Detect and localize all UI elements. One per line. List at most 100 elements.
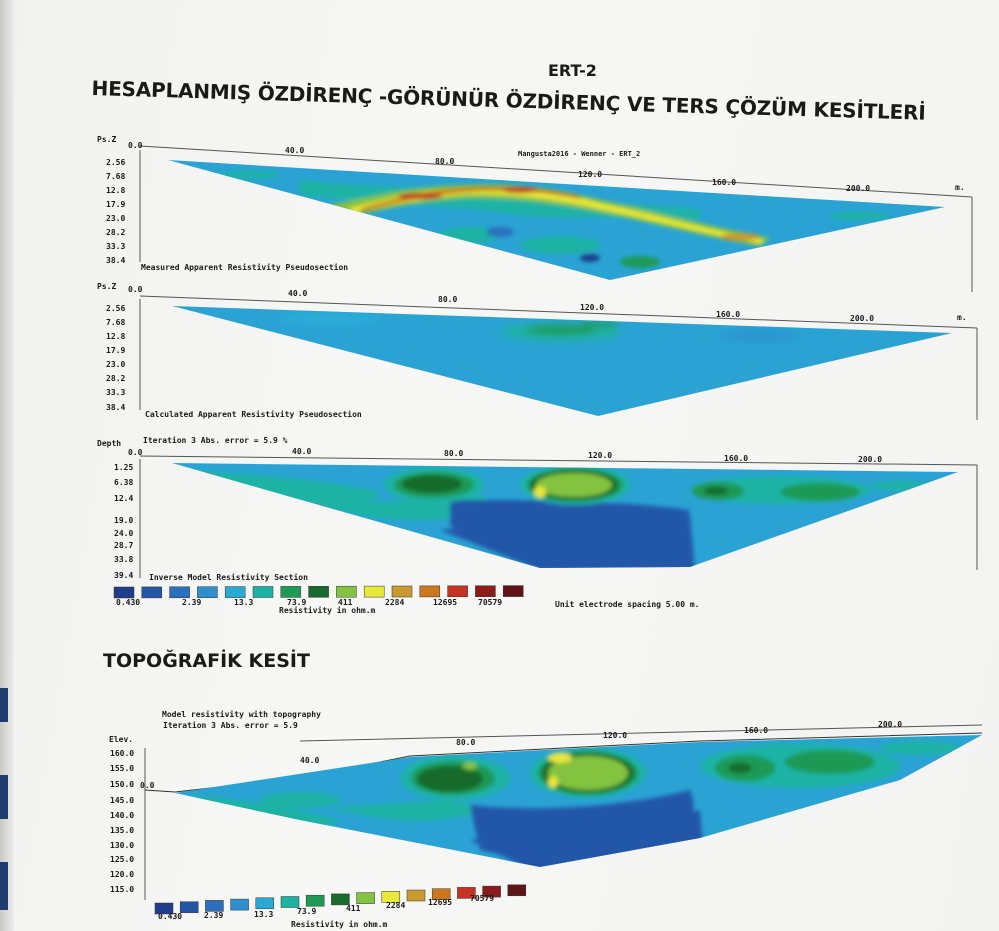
depth-tick-label: 23.0	[106, 360, 125, 369]
color-scale-swatch	[141, 586, 163, 599]
scale-value: 13.3	[254, 910, 273, 919]
elevation-tick-label: 130.0	[110, 841, 134, 850]
scale-value: 13.3	[234, 598, 253, 607]
depth-ticks: 2.56 7.68 12.8 17.9 23.0 28.2 33.3 38.4	[106, 304, 125, 412]
depth-tick-label: 7.68	[106, 318, 125, 327]
elevation-tick-label: 155.0	[110, 764, 134, 773]
color-scale-swatch	[308, 586, 329, 598]
x-tick-label: 0.0	[128, 285, 143, 294]
depth-tick-label: 1.25	[114, 463, 133, 472]
depth-tick-label: 2.56	[106, 158, 125, 167]
scale-value: 2.39	[204, 911, 223, 920]
color-scale-swatch	[406, 889, 426, 902]
x-tick-label: 160.0	[716, 310, 740, 319]
x-axis-line	[139, 145, 973, 198]
depth-tick-label: 19.0	[114, 516, 133, 525]
depth-tick-label: 6.38	[114, 478, 133, 487]
panel-header: Iteration 3 Abs. error = 5.9 %	[143, 435, 288, 445]
depth-tick-label: 12.8	[106, 332, 125, 341]
axis-label: Ps.Z	[97, 282, 116, 291]
color-scale-swatch	[447, 585, 468, 598]
depth-tick-label: 33.8	[114, 555, 133, 564]
x-tick-label: 0.0	[128, 448, 143, 457]
x-tick-label: 40.0	[292, 447, 311, 456]
depth-tick-label: 33.3	[106, 388, 125, 397]
depth-tick-label: 12.8	[106, 186, 125, 195]
panel-header: Iteration 3 Abs. error = 5.9	[163, 720, 298, 730]
x-axis-line	[299, 724, 983, 742]
elevation-tick-label: 140.0	[110, 811, 134, 820]
x-tick-label: 120.0	[588, 451, 612, 460]
scale-value: 73.9	[297, 907, 316, 916]
depth-tick-label: 38.4	[106, 256, 125, 265]
color-scale-swatch	[154, 902, 174, 915]
x-tick-label: 80.0	[444, 449, 463, 458]
elevation-tick-label: 125.0	[110, 855, 134, 864]
spacing-note: Unit electrode spacing 5.00 m.	[555, 599, 700, 609]
x-unit-label: m.	[957, 313, 967, 322]
x-tick-label: 0.0	[128, 141, 143, 150]
x-tick-label: 200.0	[878, 720, 902, 729]
depth-tick-label: 23.0	[106, 214, 125, 223]
elevation-tick-label: 150.0	[110, 780, 134, 789]
x-unit-label: m.	[955, 183, 965, 192]
color-scale-swatch	[502, 585, 524, 597]
color-scale-swatch	[356, 892, 375, 904]
color-scale-swatch	[482, 885, 501, 898]
color-scale-swatch	[197, 586, 218, 598]
x-tick-label: 120.0	[580, 303, 604, 312]
depth-ticks: 2.56 7.68 12.8 17.9 23.0 28.2 33.3 38.4	[106, 158, 125, 265]
x-tick-label: 40.0	[285, 146, 304, 155]
color-scale-swatch	[255, 897, 275, 910]
color-scale-swatch	[305, 894, 325, 907]
depth-tick-label: 28.2	[106, 228, 125, 237]
scale-value: 411	[346, 904, 361, 913]
scale-value: 70579	[470, 894, 494, 903]
x-tick-label: 0.0	[140, 781, 155, 790]
color-scale-swatch	[224, 586, 246, 598]
topography-title: TOPOĞRAFİK KESİT	[103, 650, 310, 672]
x-tick-label: 80.0	[456, 738, 475, 747]
depth-tick-label: 12.4	[114, 494, 133, 503]
x-tick-label: 160.0	[724, 454, 748, 463]
axis-label: Depth	[97, 439, 121, 448]
scale-value: 12695	[428, 898, 452, 907]
scale-value: 70579	[478, 598, 502, 607]
elevation-tick-label: 135.0	[110, 826, 134, 835]
x-tick-label: 200.0	[850, 314, 874, 323]
x-axis-line	[139, 455, 978, 466]
x-tick-label: 120.0	[578, 170, 602, 179]
color-scale-swatch	[331, 893, 350, 906]
x-tick-label: 80.0	[435, 157, 454, 166]
color-scale-swatch	[179, 901, 199, 913]
x-tick-label: 40.0	[300, 756, 319, 765]
measured-pseudosection-panel: Ps.Z 0.0 40.0 80.0 120.0 160.0 200.0 m. …	[97, 135, 973, 292]
topography-panel: Model resistivity with topography Iterat…	[109, 709, 983, 929]
depth-tick-label: 28.2	[106, 374, 125, 383]
panel-caption: Measured Apparent Resistivity Pseudosect…	[141, 262, 348, 272]
x-tick-label: 200.0	[846, 184, 870, 193]
elevation-tick-label: 115.0	[110, 885, 134, 894]
color-scale-swatch	[391, 585, 413, 598]
scale-value: 12695	[433, 598, 457, 607]
scale-value: 0.430	[158, 912, 182, 921]
page-heading: ERT-2	[548, 61, 597, 80]
x-tick-label: 80.0	[438, 295, 457, 304]
scale-label: Resistivity in ohm.m	[279, 605, 376, 615]
color-scale-swatch	[431, 888, 451, 900]
color-scale-swatch	[363, 585, 385, 598]
inverse-section-fill	[172, 463, 958, 568]
scale-value: 411	[338, 598, 353, 607]
depth-tick-label: 38.4	[106, 403, 125, 412]
x-tick-label: 160.0	[712, 178, 736, 187]
x-tick-label: 120.0	[603, 731, 627, 740]
binding-mark	[0, 775, 8, 819]
color-scale-swatch	[280, 896, 300, 908]
color-scale-swatch	[205, 900, 224, 912]
x-tick-label: 160.0	[744, 726, 768, 735]
color-scale-swatch	[457, 887, 476, 899]
panel-caption: Inverse Model Resistivity Section	[149, 572, 308, 582]
calculated-section-fill	[172, 306, 952, 416]
color-scale-swatch	[230, 898, 249, 911]
